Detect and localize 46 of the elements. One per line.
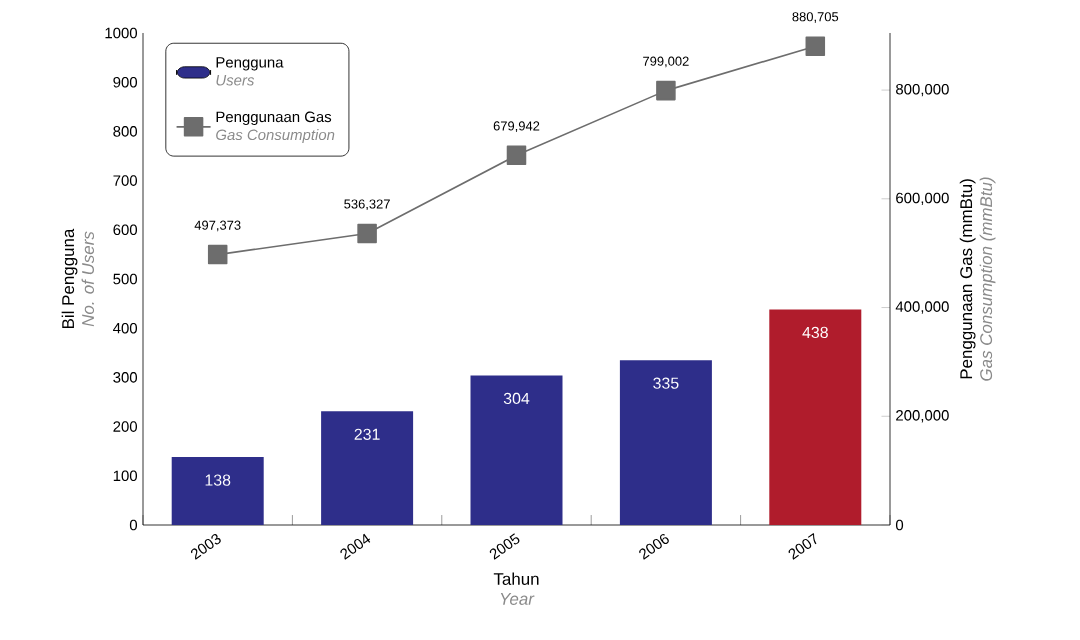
x-axis-title: Tahun: [493, 572, 539, 585]
bar: [470, 375, 563, 525]
bar: [171, 457, 264, 525]
data-label: 679,942: [493, 121, 540, 133]
y-tick-label: 1000: [105, 27, 138, 39]
y-axis-title: Bil Pengguna: [61, 228, 78, 328]
data-label: 304: [503, 392, 530, 405]
y2-tick-label: 400,000: [895, 301, 949, 314]
data-label: 497,373: [194, 220, 241, 232]
bar: [321, 411, 414, 525]
y-tick-label: 0: [129, 519, 138, 531]
legend-label: Pengguna: [216, 57, 284, 71]
data-label: 880,705: [792, 12, 839, 23]
legend-label: Penggunaan Gas: [216, 111, 332, 126]
y2-tick-label: 600,000: [896, 192, 949, 205]
point: [805, 36, 826, 56]
y-tick-label: 600: [113, 224, 138, 236]
data-label: 438: [802, 326, 828, 339]
annotation: Users: [216, 75, 255, 86]
bar: [769, 309, 862, 525]
y-tick-label: 400: [113, 322, 138, 334]
point: [357, 223, 377, 244]
y2-tick-label: 200,000: [896, 410, 949, 423]
text: Gas Consumption (mmBtu): [979, 177, 996, 381]
point: [506, 145, 527, 166]
y2-tick-label: 800,000: [896, 83, 949, 97]
data-label: 536,327: [344, 199, 390, 211]
y2-tick-label: 0: [895, 519, 904, 531]
y2-axis-title: Penggunaan Gas (mmBtu): [959, 179, 976, 379]
y-tick-label: 900: [113, 76, 138, 88]
point: [207, 244, 228, 265]
data-label: 138: [205, 474, 231, 486]
y-tick-label: 800: [113, 126, 138, 137]
point: [656, 80, 676, 101]
y-tick-label: 200: [113, 421, 138, 432]
y-tick-label: 300: [113, 372, 138, 383]
data-label: 335: [653, 377, 679, 389]
y-tick-label: 100: [113, 470, 138, 482]
y-tick-label: 500: [113, 273, 138, 285]
data-label: 231: [354, 428, 380, 440]
y-tick-label: 700: [113, 175, 138, 186]
text: Year: [500, 593, 535, 605]
text: No. of Users: [81, 231, 95, 327]
annotation: Gas Consumption: [216, 129, 335, 144]
data-label: 799,002: [643, 56, 689, 68]
bar: [619, 360, 712, 525]
